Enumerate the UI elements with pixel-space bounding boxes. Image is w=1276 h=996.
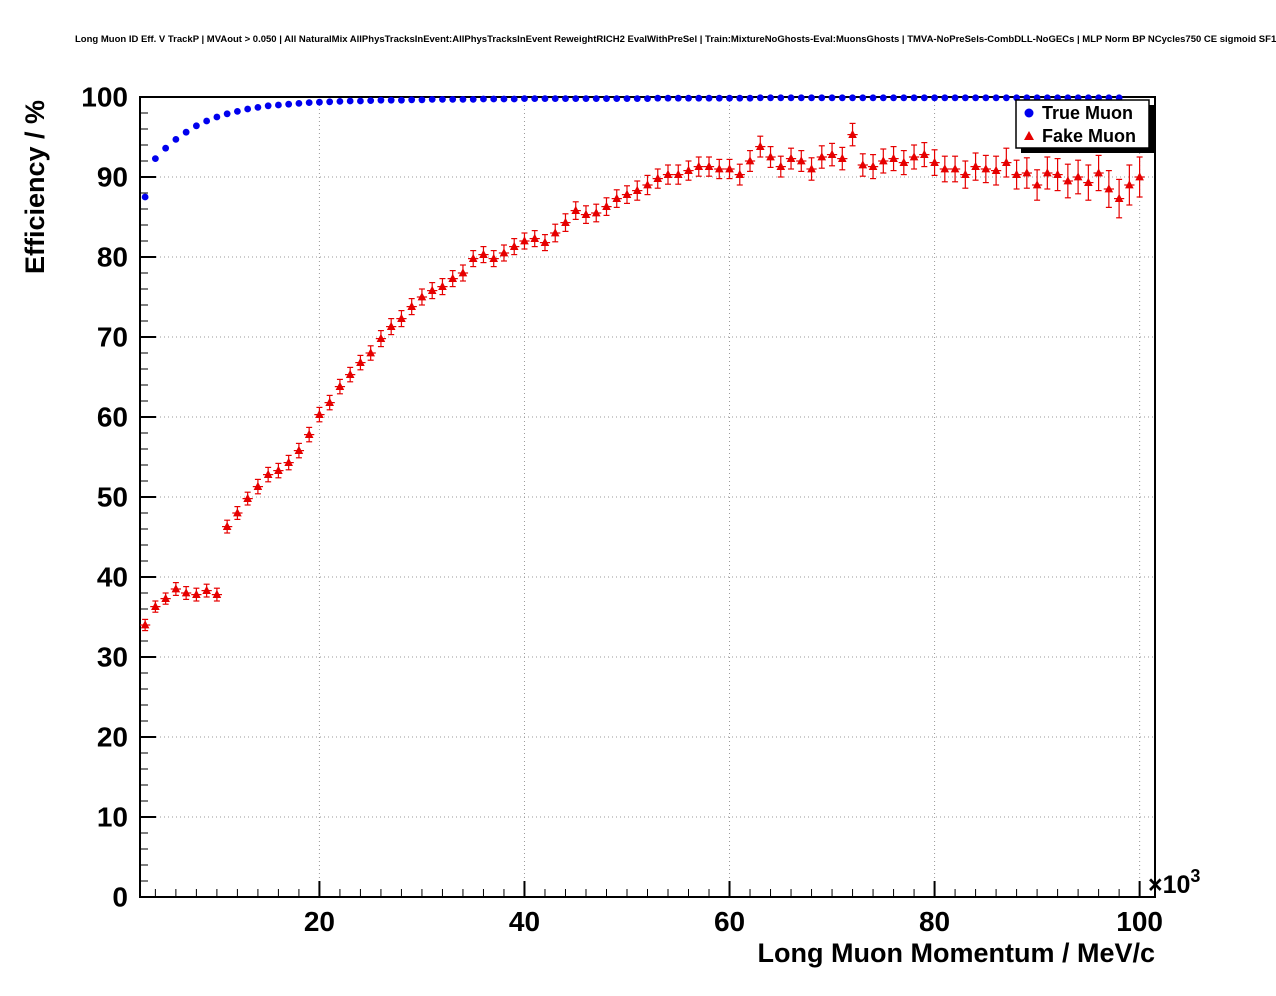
x-tick-label: 40 bbox=[509, 906, 540, 937]
legend: True Muon Fake Muon bbox=[1015, 99, 1154, 153]
x-tick-label: 60 bbox=[714, 906, 745, 937]
x-axis-title: Long Muon Momentum / MeV/c bbox=[758, 938, 1155, 968]
y-tick-label: 10 bbox=[97, 802, 128, 833]
y-tick-label: 80 bbox=[97, 242, 128, 273]
y-tick-label: 0 bbox=[112, 882, 128, 913]
y-axis: 0 10 20 30 40 50 60 70 80 90 100 bbox=[81, 82, 156, 913]
y-axis-title: Efficiency / % bbox=[20, 100, 50, 274]
legend-marker-circle-icon bbox=[1024, 108, 1034, 118]
y-tick-label: 40 bbox=[97, 562, 128, 593]
series-true-muon bbox=[141, 94, 1123, 201]
y-tick-label: 50 bbox=[97, 482, 128, 513]
legend-label: True Muon bbox=[1042, 103, 1133, 123]
legend-box bbox=[1015, 99, 1150, 149]
x-tick-label: 20 bbox=[304, 906, 335, 937]
x-tick-label: 80 bbox=[919, 906, 950, 937]
x-tick-label: 100 bbox=[1116, 906, 1163, 937]
plot-title: Long Muon ID Eff. V TrackP | MVAout > 0.… bbox=[75, 34, 1276, 45]
y-tick-label: 30 bbox=[97, 642, 128, 673]
legend-marker-triangle-icon bbox=[1024, 131, 1034, 140]
y-tick-label: 100 bbox=[81, 82, 128, 113]
legend-label: Fake Muon bbox=[1042, 126, 1136, 146]
series-fake-muon bbox=[140, 122, 1145, 632]
x-axis: 20 40 60 80 100 bbox=[154, 881, 1163, 937]
y-tick-label: 70 bbox=[97, 322, 128, 353]
y-tick-label: 60 bbox=[97, 402, 128, 433]
grid bbox=[140, 97, 1155, 897]
plot-area bbox=[140, 97, 1155, 897]
x-scale-exponent: ×103 bbox=[1148, 866, 1200, 899]
y-tick-label: 20 bbox=[97, 722, 128, 753]
y-tick-label: 90 bbox=[97, 162, 128, 193]
